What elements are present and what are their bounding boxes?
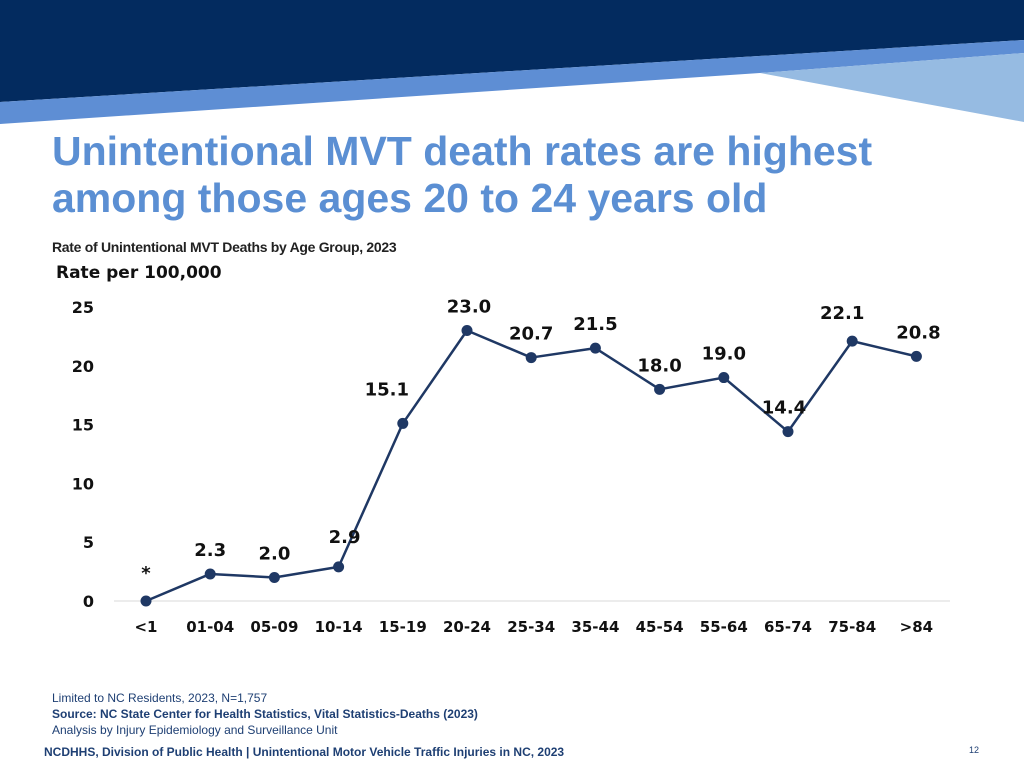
data-label: 20.7 xyxy=(509,324,553,345)
x-tick-label: 35-44 xyxy=(571,618,619,636)
x-tick-label: 01-04 xyxy=(186,618,234,636)
footnote-population: Limited to NC Residents, 2023, N=1,757 xyxy=(52,691,268,705)
y-tick-label: 15 xyxy=(72,416,94,435)
data-label: 22.1 xyxy=(820,303,864,324)
data-point-marker xyxy=(461,325,473,337)
x-tick-label: 55-64 xyxy=(700,618,748,636)
y-tick-label: 0 xyxy=(83,592,94,611)
banner-light-band xyxy=(760,53,1024,122)
data-point-marker xyxy=(654,383,666,395)
data-label: 2.0 xyxy=(258,543,290,564)
data-label: 21.5 xyxy=(573,314,617,335)
x-tick-label: 25-34 xyxy=(507,618,555,636)
y-tick-label: 5 xyxy=(83,533,94,552)
header-banner xyxy=(0,0,1024,124)
data-point-marker xyxy=(910,350,922,362)
data-point-marker xyxy=(333,561,345,573)
x-tick-label: 75-84 xyxy=(828,618,876,636)
data-point-marker xyxy=(268,571,280,583)
data-label: 14.4 xyxy=(762,398,806,419)
y-tick-label: 25 xyxy=(72,298,94,317)
footnote-source: Source: NC State Center for Health Stati… xyxy=(52,707,478,721)
y-axis-label: Rate per 100,000 xyxy=(56,263,222,283)
data-point-marker xyxy=(525,352,537,364)
slide-title: Unintentional MVT death rates are highes… xyxy=(52,128,873,221)
footer-text: NCDHHS, Division of Public Health | Unin… xyxy=(44,745,565,759)
data-label: 2.3 xyxy=(194,540,226,561)
y-tick-label: 10 xyxy=(72,474,94,493)
x-tick-label: >84 xyxy=(900,618,933,636)
data-point-marker xyxy=(589,342,601,354)
data-label: 18.0 xyxy=(637,355,681,376)
data-point-marker xyxy=(140,595,152,607)
x-tick-label: 20-24 xyxy=(443,618,491,636)
data-label: 2.9 xyxy=(329,527,361,548)
x-tick-label: 45-54 xyxy=(636,618,684,636)
x-tick-label: <1 xyxy=(134,618,157,636)
x-tick-label: 65-74 xyxy=(764,618,812,636)
data-point-marker xyxy=(204,568,216,580)
data-point-marker xyxy=(718,372,730,384)
data-point-marker xyxy=(397,417,409,429)
x-tick-label: 10-14 xyxy=(315,618,363,636)
data-label: * xyxy=(141,563,151,584)
data-label: 19.0 xyxy=(702,344,746,365)
y-tick-label: 20 xyxy=(72,357,94,376)
page-number: 12 xyxy=(969,745,980,755)
data-label: 23.0 xyxy=(447,297,491,318)
line-chart: 0 5 10 15 20 25 <1 01-04 05-09 10-14 15-19 20-24 25-… xyxy=(72,297,950,636)
data-label: 15.1 xyxy=(365,379,409,400)
x-tick-label: 15-19 xyxy=(379,618,427,636)
banner-mid-band xyxy=(0,40,1024,124)
x-tick-label: 05-09 xyxy=(250,618,298,636)
chart-title: Rate of Unintentional MVT Deaths by Age … xyxy=(52,239,397,255)
data-label: 20.8 xyxy=(896,322,940,343)
data-point-marker xyxy=(846,335,858,347)
banner-dark-band xyxy=(0,0,1024,102)
data-point-marker xyxy=(782,426,794,438)
footnote-analysis: Analysis by Injury Epidemiology and Surv… xyxy=(52,723,338,737)
